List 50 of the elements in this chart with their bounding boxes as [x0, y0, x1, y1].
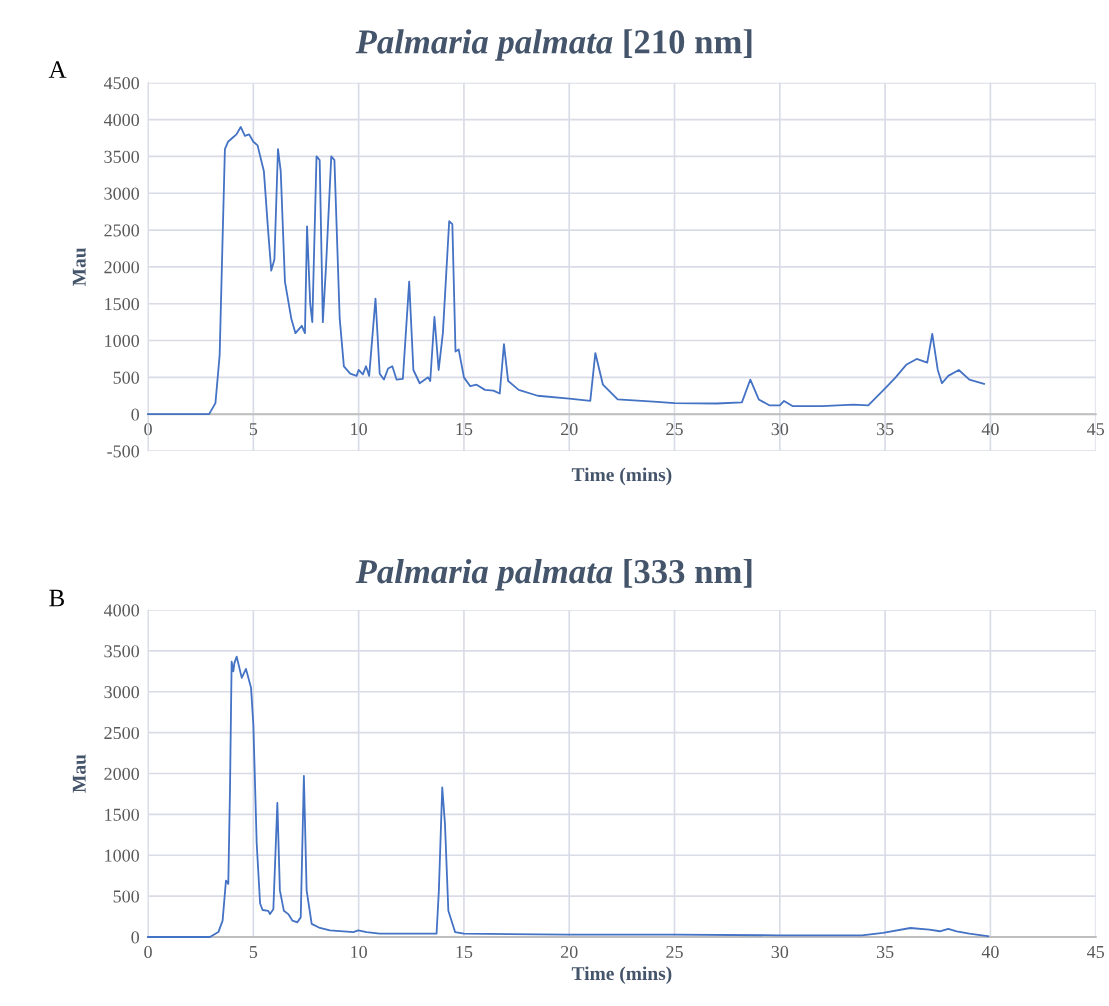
x-tick-label: 5	[249, 423, 258, 436]
y-tick-label: 1000	[105, 334, 140, 347]
x-tick-label: 20	[560, 423, 578, 436]
y-tick-label: 4500	[103, 77, 140, 90]
y-tick-label: 0	[131, 408, 140, 421]
x-tick-label: 40	[981, 423, 999, 436]
x-tick-label: 30	[771, 423, 789, 436]
y-axis-title: Mau	[72, 754, 86, 793]
x-tick-label: 20	[560, 945, 578, 959]
y-tick-label: 1500	[105, 297, 140, 311]
x-tick-label: 30	[771, 945, 789, 959]
y-tick-label: 500	[113, 371, 140, 384]
y-tick-label: 4000	[103, 604, 140, 617]
x-tick-label: 25	[666, 423, 683, 436]
y-tick-label: 1000	[105, 849, 140, 862]
x-tick-label: 35	[876, 423, 894, 436]
x-tick-label: 45	[1087, 945, 1105, 959]
line-series	[147, 655, 990, 938]
x-tick-label: 45	[1087, 423, 1105, 436]
y-tick-label: 2000	[104, 261, 140, 274]
x-tick-label: 40	[981, 945, 999, 959]
y-tick-label: 3000	[104, 686, 140, 699]
y-tick-label: 0	[131, 931, 140, 944]
x-tick-label: 10	[351, 945, 367, 959]
y-tick-label: 3500	[104, 645, 140, 658]
x-tick-label: 5	[249, 946, 258, 959]
y-axis-title: Mau	[72, 247, 86, 287]
y-tick-label: 2000	[104, 767, 140, 780]
text: B	[49, 589, 64, 607]
y-tick-label: 3500	[104, 150, 140, 163]
chart-title: Palmaria palmata [333 nm]	[355, 558, 752, 591]
y-tick-label: 2500	[104, 726, 140, 740]
x-axis-title: Time (mins)	[571, 467, 672, 486]
y-tick-label: 2500	[104, 224, 140, 237]
y-tick-label: 1500	[105, 808, 140, 821]
y-tick-label: 4000	[103, 113, 140, 127]
x-tick-label: 0	[144, 945, 152, 959]
line-series	[147, 126, 985, 416]
text: A	[48, 61, 67, 78]
x-tick-label: 15	[456, 945, 473, 959]
x-tick-label: 15	[456, 423, 473, 436]
chart-title: Palmaria palmata [210 nm]	[355, 29, 752, 61]
y-tick-label: 500	[113, 890, 140, 903]
y-tick-label: 3000	[104, 187, 140, 200]
x-tick-label: 35	[876, 945, 894, 959]
x-tick-label: 25	[666, 945, 683, 959]
x-tick-label: 10	[351, 423, 367, 436]
x-axis-title: Time (mins)	[571, 966, 672, 985]
x-tick-label: 0	[144, 423, 152, 436]
y-tick-label: -500	[107, 445, 140, 458]
